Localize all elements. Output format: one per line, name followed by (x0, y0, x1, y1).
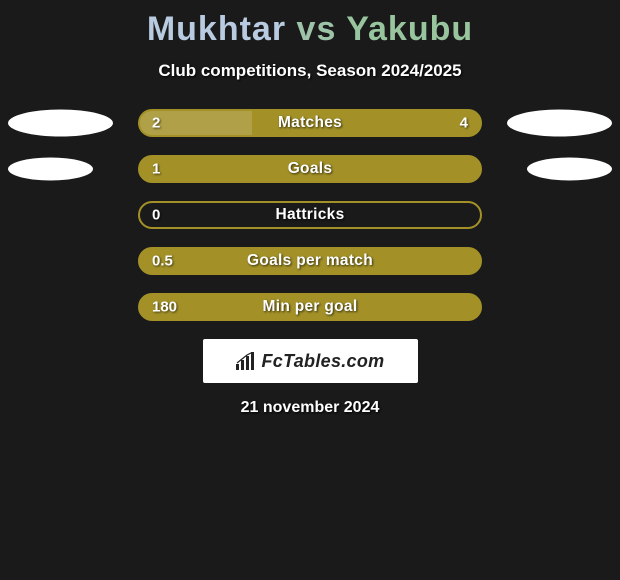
logo-box: FcTables.com (203, 339, 418, 383)
comparison-card: Mukhtar vs Yakubu Club competitions, Sea… (0, 0, 620, 417)
stat-row: 0.5Goals per match (0, 247, 620, 275)
logo-text: FcTables.com (262, 351, 385, 372)
stat-label: Goals per match (140, 252, 480, 270)
stat-label: Hattricks (140, 206, 480, 224)
stat-label: Min per goal (140, 298, 480, 316)
stat-bar: 0Hattricks (138, 201, 482, 229)
stat-bar: 180Min per goal (138, 293, 482, 321)
stat-rows: 24Matches 1Goals 0Hattricks 0.5Goals per ma… (0, 109, 620, 321)
stat-bar: 1Goals (138, 155, 482, 183)
stat-row: 1Goals (0, 155, 620, 183)
date-text: 21 november 2024 (0, 399, 620, 417)
stat-bar: 0.5Goals per match (138, 247, 482, 275)
right-ellipse-icon (507, 110, 612, 137)
stat-label: Goals (140, 160, 480, 178)
logo-chart-icon (236, 352, 258, 370)
stat-label: Matches (140, 114, 480, 132)
vs-text: vs (297, 10, 337, 48)
page-title: Mukhtar vs Yakubu (0, 0, 620, 49)
stat-bar: 24Matches (138, 109, 482, 137)
player2-name: Yakubu (346, 10, 473, 48)
player1-name: Mukhtar (147, 10, 286, 48)
left-ellipse-icon (8, 158, 93, 181)
stat-row: 24Matches (0, 109, 620, 137)
stat-row: 180Min per goal (0, 293, 620, 321)
right-ellipse-icon (527, 158, 612, 181)
left-ellipse-icon (8, 110, 113, 137)
stat-row: 0Hattricks (0, 201, 620, 229)
subtitle: Club competitions, Season 2024/2025 (0, 61, 620, 81)
